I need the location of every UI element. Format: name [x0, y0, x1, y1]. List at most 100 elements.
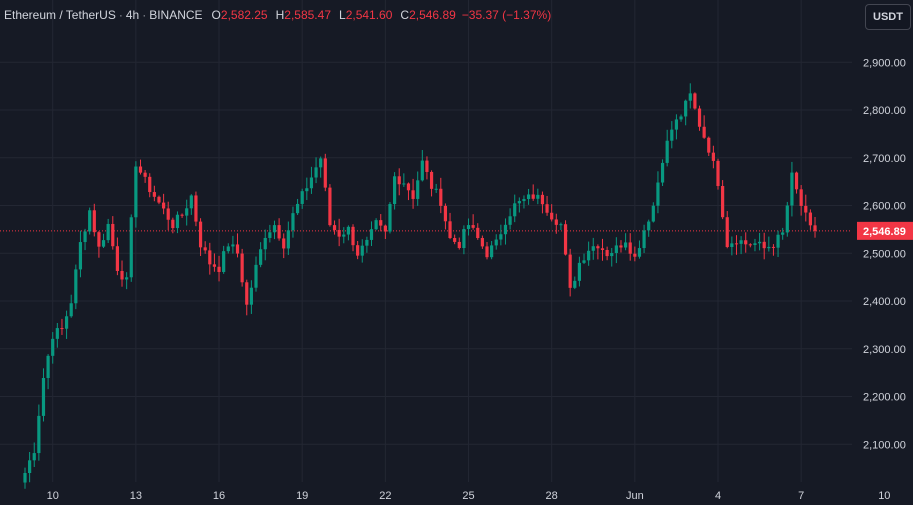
candle-body [577, 262, 581, 281]
candle-body [203, 247, 207, 251]
candle-body [323, 158, 327, 188]
candle [134, 161, 138, 228]
candle [757, 232, 762, 251]
candle [203, 241, 207, 254]
candle-body [804, 205, 808, 213]
candle [526, 188, 531, 205]
candle-body [198, 221, 203, 248]
candle [106, 218, 110, 244]
candle [272, 220, 277, 240]
candle [554, 213, 558, 234]
candle-body [790, 172, 794, 206]
time-tick-label: 10 [47, 490, 59, 502]
candle [28, 451, 32, 483]
time-tick-label: 7 [798, 490, 804, 502]
candle [808, 209, 812, 230]
price-tick-label: 2,500.00 [863, 248, 906, 260]
last-price-tag: 2,546.89 [857, 221, 913, 240]
candle-body [771, 246, 776, 248]
candle-body [453, 238, 457, 242]
candle-body [508, 216, 512, 225]
time-tick-label: 28 [546, 490, 558, 502]
symbol-name[interactable]: Ethereum / TetherUS [4, 8, 116, 22]
candle [605, 246, 609, 261]
candle-body [222, 251, 226, 272]
candle [434, 183, 438, 193]
candle [78, 230, 83, 278]
candle-body [134, 166, 138, 218]
candle-body [776, 234, 780, 248]
candle [411, 178, 415, 209]
candle [115, 237, 119, 276]
candle-body [568, 254, 572, 288]
candle-body [360, 245, 364, 256]
candle-body [693, 93, 697, 109]
candle-body [563, 224, 568, 255]
candle-body [194, 195, 198, 222]
candle-body [656, 182, 660, 206]
candle-body [402, 183, 406, 185]
candle [69, 294, 73, 318]
candle [342, 227, 346, 244]
candle-body [69, 303, 73, 317]
candle-body [397, 176, 401, 185]
candle-body [550, 212, 554, 220]
candle-body [554, 219, 558, 225]
candle-body [295, 203, 300, 214]
price-axis[interactable]: 2,100.00 2,200.00 2,300.00 2,400.00 2,500.00… [863, 57, 906, 451]
candle-body [83, 231, 87, 243]
interval-label[interactable]: 4h [125, 8, 140, 22]
candle-body [346, 226, 350, 235]
candle [674, 114, 679, 140]
candle-body [92, 210, 96, 233]
candle [254, 256, 258, 292]
candle-body [388, 204, 392, 232]
candle [425, 156, 429, 180]
candle-body [540, 194, 545, 205]
candle [337, 218, 341, 247]
candle-body [503, 224, 508, 235]
open-value: 2,582.25 [220, 8, 268, 22]
candle [416, 171, 420, 206]
price-tick-label: 2,700.00 [863, 153, 906, 165]
candle-body [702, 126, 706, 138]
low-value: 2,541.60 [345, 8, 393, 22]
candle [536, 188, 540, 205]
candle [614, 237, 618, 264]
price-tick-label: 2,100.00 [863, 439, 906, 451]
candle [64, 310, 69, 339]
candle [688, 83, 692, 109]
candle-body [697, 108, 702, 127]
candle-body [420, 160, 424, 181]
candle [120, 260, 124, 287]
candle [624, 233, 628, 251]
candle-body [351, 226, 355, 246]
candle-body [619, 245, 623, 248]
candle-body [688, 93, 692, 101]
high-key: H [275, 8, 285, 22]
candle-body [536, 194, 540, 199]
candle-body [143, 172, 147, 177]
candle [494, 234, 498, 250]
candle-body [171, 219, 175, 229]
candle-body [115, 246, 119, 271]
candle-body [328, 187, 332, 226]
candle-body [785, 205, 789, 233]
candle-body [342, 234, 346, 237]
currency-button[interactable]: USDT [865, 4, 911, 30]
candle [198, 218, 203, 256]
candle [208, 242, 212, 275]
candle [767, 236, 771, 252]
candle [600, 238, 605, 261]
candle [23, 467, 27, 489]
time-axis[interactable]: 710131619222528Jun4710131619 [0, 490, 913, 502]
candle-body [162, 202, 166, 209]
time-tick-label: 13 [130, 490, 142, 502]
candle-body [744, 240, 748, 245]
price-tick-label: 2,800.00 [863, 105, 906, 117]
candle [346, 225, 350, 241]
candle-body [605, 249, 609, 257]
candle-body [582, 260, 586, 263]
